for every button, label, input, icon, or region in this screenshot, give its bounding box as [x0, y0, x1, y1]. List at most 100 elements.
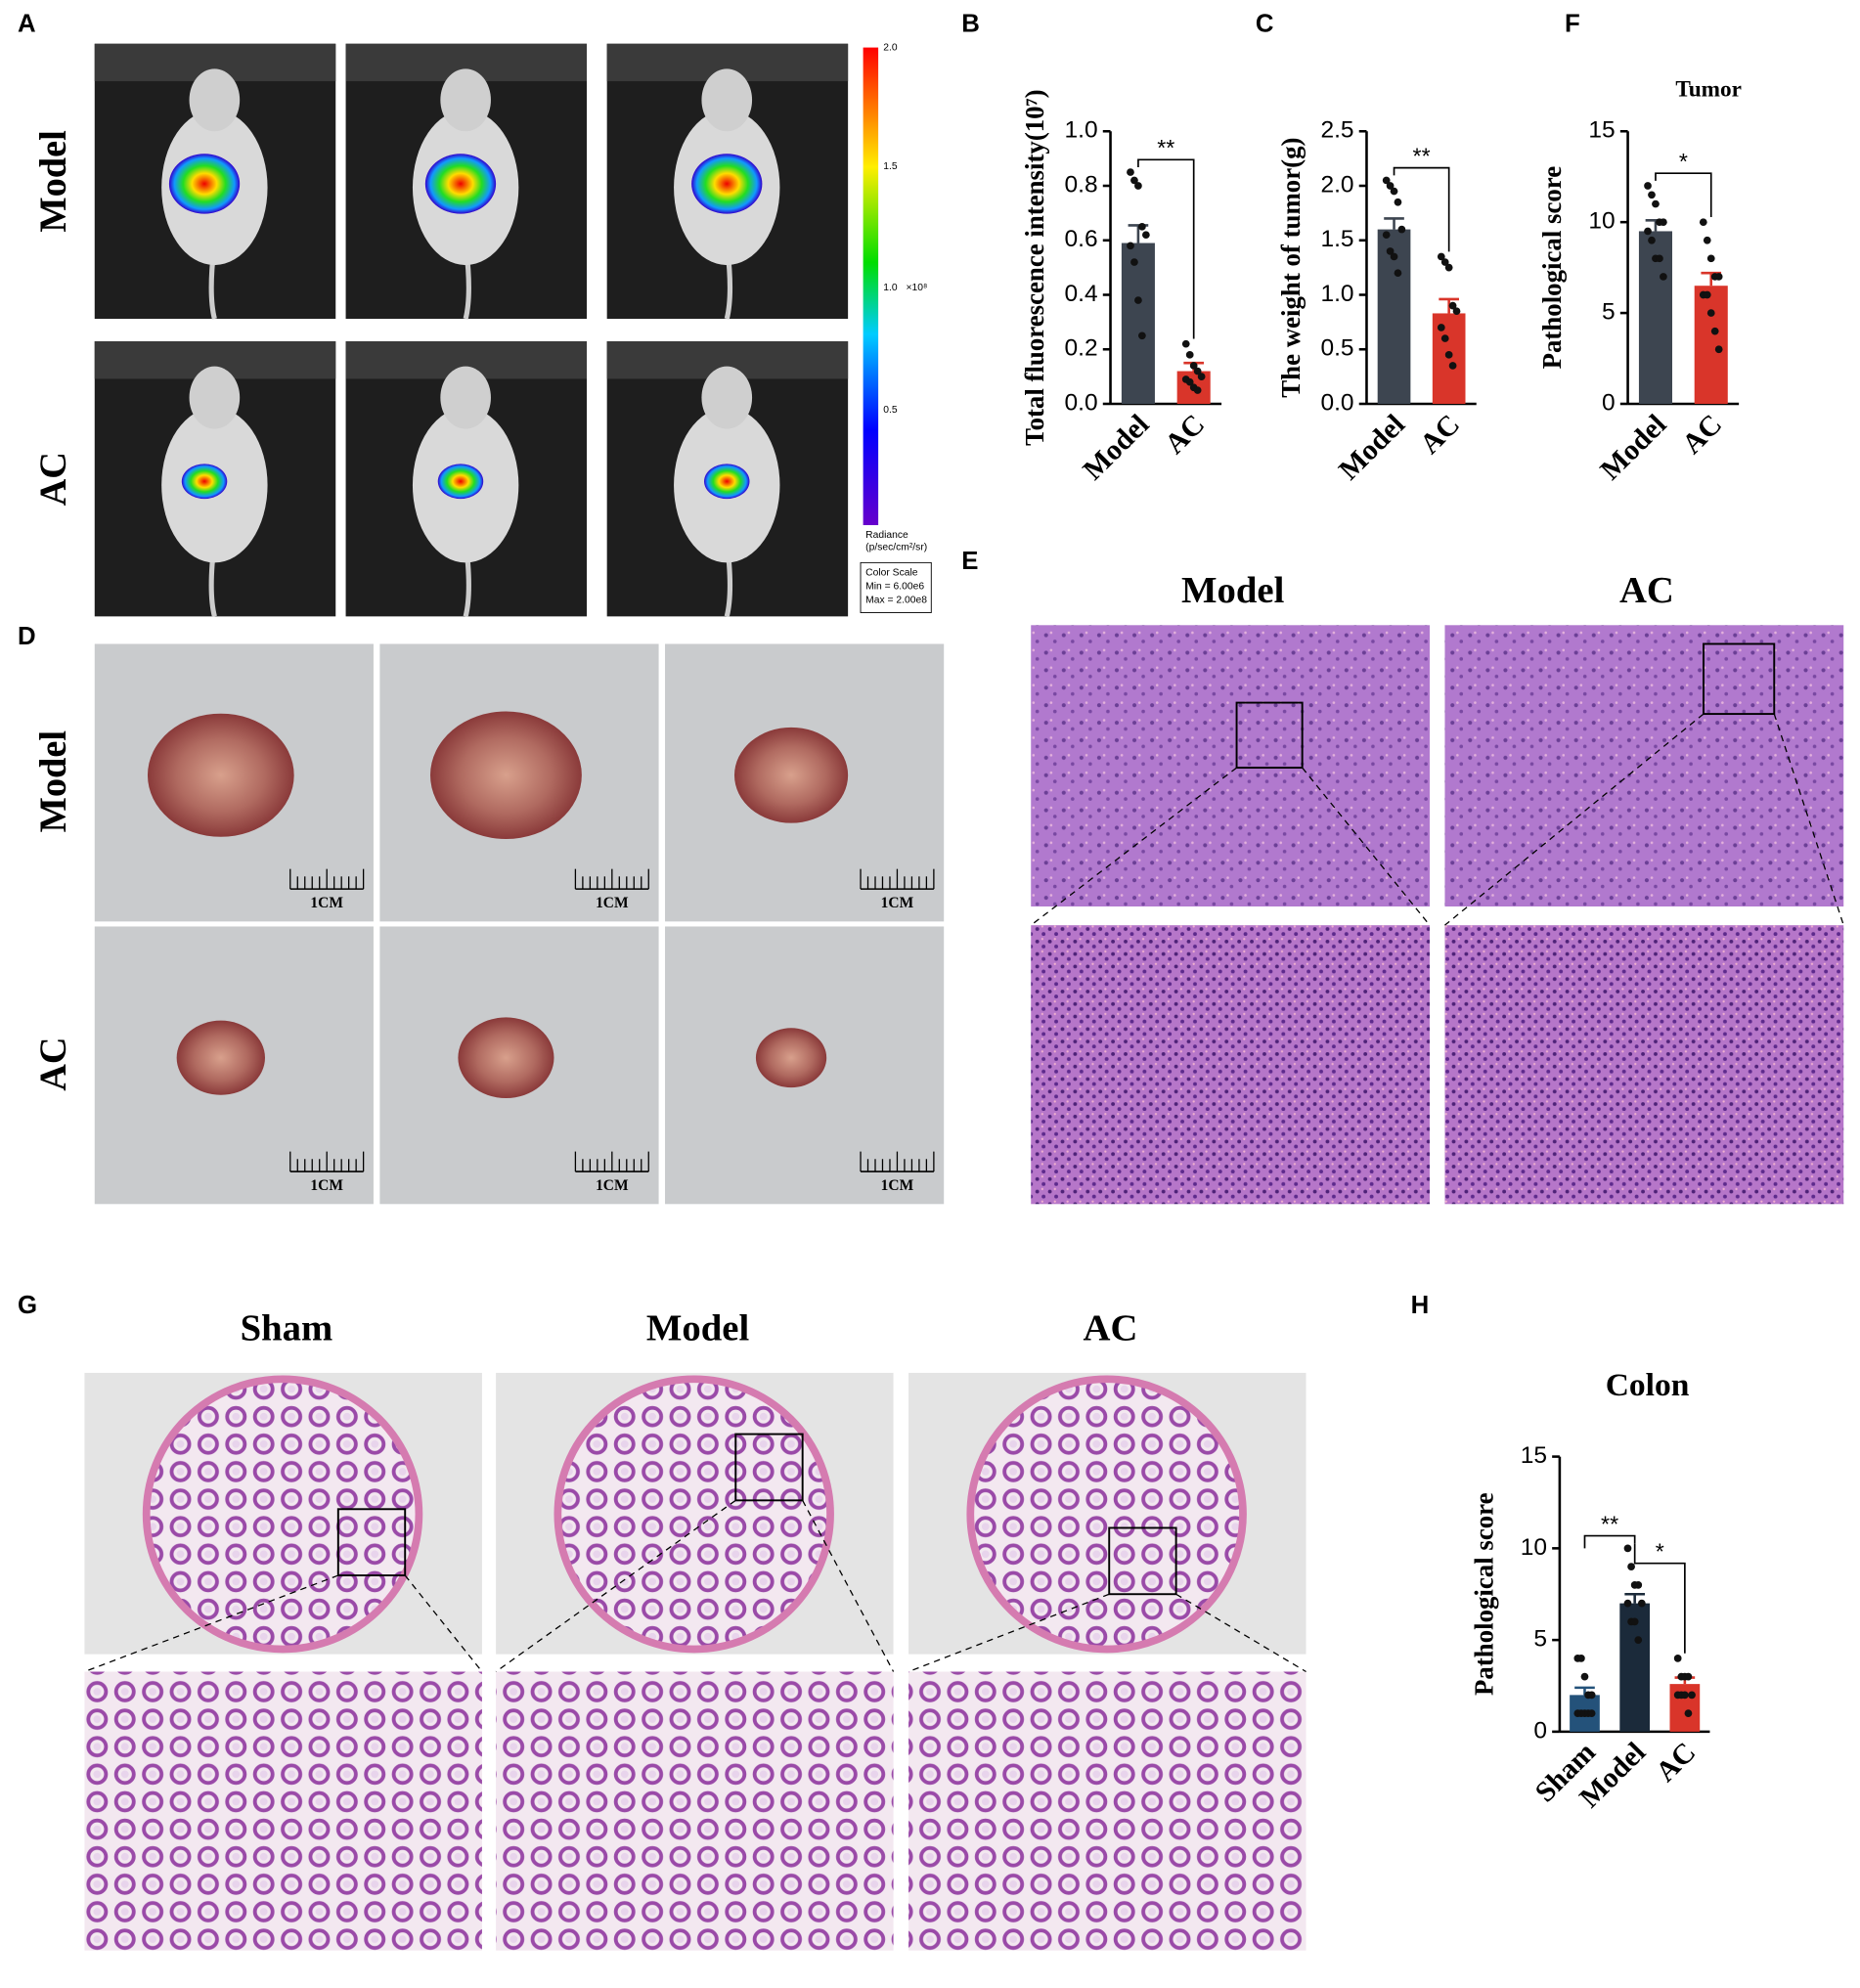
x-tick-label: AC [1159, 409, 1211, 461]
bar [1121, 243, 1155, 404]
colorbar-tick-label: 2.0 [883, 42, 898, 53]
panel-letter: E [961, 548, 978, 575]
data-point [1440, 334, 1449, 342]
histology-low [1444, 625, 1844, 906]
data-point [1684, 1709, 1693, 1717]
colorbar-title: Radiance [865, 530, 908, 541]
significance-label: * [1679, 149, 1688, 174]
zoom-line [495, 1499, 736, 1673]
y-tick-label: 0.2 [1065, 335, 1098, 362]
data-point [1197, 373, 1206, 380]
column-header: Model [1181, 570, 1285, 611]
data-point [1127, 168, 1134, 176]
zoom-box [336, 1508, 407, 1577]
significance-bracket [1633, 1543, 1686, 1654]
data-point [1688, 1691, 1696, 1700]
data-point [1623, 1544, 1632, 1553]
data-point [1703, 236, 1711, 244]
data-point [1652, 199, 1660, 208]
data-point [1644, 182, 1652, 190]
significance-label: * [1656, 1539, 1664, 1565]
tumor [147, 713, 294, 837]
zoom-line [908, 1593, 1110, 1673]
y-axis-label: Pathological score [1469, 1492, 1498, 1696]
data-point [1141, 231, 1150, 240]
column-header: Sham [241, 1308, 333, 1349]
data-point [1437, 252, 1445, 261]
y-tick-label: 0.0 [1320, 390, 1353, 417]
row-label: Model [33, 130, 74, 233]
y-tick-label: 10 [1521, 1534, 1547, 1561]
data-point [1627, 1563, 1635, 1570]
y-tick-label: 5 [1533, 1626, 1547, 1653]
panel-letter: D [18, 623, 36, 650]
data-point [1714, 345, 1723, 354]
y-tick-label: 0.8 [1065, 172, 1098, 199]
significance-bracket [1583, 1534, 1636, 1549]
colorbar-tick-label: 0.5 [883, 405, 898, 416]
zoom-line [404, 1574, 483, 1672]
significance-label: ** [1157, 135, 1174, 160]
data-point [1386, 182, 1395, 190]
zoom-box [1235, 701, 1304, 770]
y-tick-label: 1.5 [1320, 226, 1353, 252]
data-point [1181, 339, 1190, 348]
data-point [1390, 187, 1398, 196]
data-point [1394, 198, 1402, 206]
colon-section [142, 1375, 423, 1654]
mouse-head [701, 68, 753, 132]
data-point [1437, 324, 1445, 331]
histology-high [1444, 925, 1844, 1205]
zoom-box [1108, 1526, 1177, 1596]
data-point [1637, 1599, 1646, 1608]
data-point [1138, 331, 1146, 340]
scale-label: 1CM [596, 895, 629, 911]
data-point [1660, 218, 1667, 227]
scale-text: Color Scale [865, 567, 918, 578]
row-label: AC [33, 1037, 74, 1090]
data-point [1587, 1691, 1596, 1700]
data-point [1134, 296, 1142, 304]
data-point [1623, 1599, 1632, 1608]
tumor [755, 1028, 827, 1088]
scale-label: 1CM [881, 895, 914, 911]
scale-label: 1CM [596, 1177, 629, 1194]
data-point [1587, 1709, 1596, 1717]
x-tick-label: AC [1676, 409, 1728, 461]
data-point [1684, 1672, 1693, 1681]
tumor [430, 711, 582, 839]
x-tick-label: Model [1078, 409, 1156, 486]
data-point [1660, 273, 1667, 281]
signal [424, 154, 497, 214]
mouse-head [189, 366, 241, 429]
y-tick-label: 0.0 [1065, 390, 1098, 417]
scale-text: Max = 2.00e8 [865, 595, 927, 605]
panel-letter: F [1565, 10, 1580, 37]
data-point [1390, 252, 1398, 261]
data-point [1580, 1672, 1589, 1681]
y-axis-label: The weight of tumor(g) [1276, 138, 1306, 398]
y-tick-label: 0 [1602, 390, 1616, 417]
data-point [1448, 362, 1457, 370]
data-point [1703, 290, 1711, 299]
bar [1694, 286, 1728, 404]
histology-high [908, 1671, 1306, 1951]
y-tick-label: 0.6 [1065, 226, 1098, 252]
zoom-line [802, 1500, 895, 1672]
signal [704, 464, 750, 500]
significance-bracket [1393, 166, 1450, 252]
data-point [1706, 254, 1715, 263]
scale-label: 1CM [881, 1177, 914, 1194]
column-header: AC [1619, 570, 1674, 611]
data-point [1699, 218, 1707, 227]
data-point [1680, 1691, 1689, 1700]
mouse-head [440, 366, 491, 429]
y-tick-label: 5 [1602, 299, 1616, 326]
colon-section [554, 1375, 834, 1654]
significance-label: ** [1413, 144, 1431, 169]
data-point [1710, 327, 1719, 335]
bar [1669, 1684, 1701, 1732]
data-point [1648, 236, 1656, 244]
data-point [1185, 350, 1194, 359]
x-tick-label: AC [1414, 409, 1466, 461]
